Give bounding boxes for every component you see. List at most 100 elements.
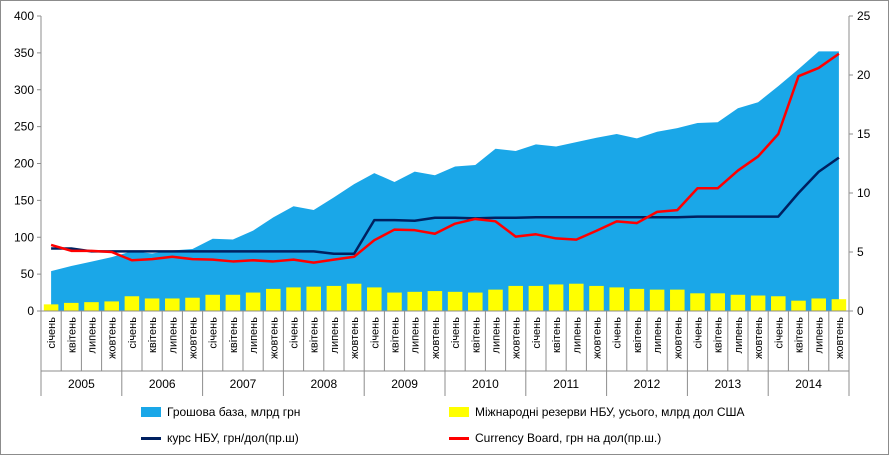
year-label: 2011 [553, 377, 579, 391]
bar-reserves [387, 293, 402, 311]
bar-reserves [407, 292, 422, 311]
bar-reserves [811, 298, 826, 311]
quarter-label: жовтень [268, 317, 280, 359]
quarter-label: жовтень [430, 317, 442, 359]
quarter-label: січень [773, 317, 785, 349]
quarter-label: квітень [632, 317, 644, 353]
bar-reserves [731, 295, 746, 311]
quarter-label: січень [127, 317, 139, 349]
bar-reserves [185, 298, 200, 311]
legend-label-currency-board: Currency Board, грн на дол(пр.ш.) [475, 431, 661, 445]
legend-swatch-money-base [141, 407, 161, 417]
quarter-label: липень [410, 317, 422, 354]
quarter-label: липень [248, 317, 260, 354]
legend-label-money-base: Грошова база, млрд грн [167, 405, 300, 419]
bar-reserves [771, 296, 786, 311]
y-left-tick-label: 0 [27, 304, 34, 318]
quarter-label: липень [571, 317, 583, 354]
quarter-label: квітень [66, 317, 78, 353]
bar-reserves [751, 296, 766, 311]
bar-reserves [165, 298, 180, 311]
quarter-label: січень [369, 317, 381, 349]
bar-reserves [286, 287, 301, 311]
quarter-label: квітень [228, 317, 240, 353]
quarter-label: липень [167, 317, 179, 354]
quarter-label: січень [612, 317, 624, 349]
quarter-label: квітень [713, 317, 725, 353]
quarter-label: квітень [309, 317, 321, 353]
quarter-label: січень [531, 317, 543, 349]
quarter-label: липень [814, 317, 826, 354]
y-left-tick-label: 100 [14, 230, 34, 244]
y-left-tick-label: 50 [21, 267, 35, 281]
year-label: 2012 [634, 377, 661, 391]
year-label: 2008 [310, 377, 337, 391]
year-label: 2009 [391, 377, 418, 391]
y-left-tick-label: 300 [14, 83, 34, 97]
bar-reserves [84, 302, 99, 311]
y-right-tick-label: 20 [857, 68, 871, 82]
quarter-label: квітень [470, 317, 482, 353]
bar-reserves [64, 303, 79, 311]
y-right-tick-label: 15 [857, 127, 871, 141]
bar-reserves [650, 290, 665, 311]
quarter-label: жовтень [753, 317, 765, 359]
y-right-tick-label: 5 [857, 245, 864, 259]
legend-swatch-nbu-rate [141, 437, 161, 440]
legend-item-currency-board: Currency Board, грн на дол(пр.ш.) [449, 431, 661, 445]
bar-reserves [246, 293, 261, 311]
bar-reserves [125, 296, 140, 311]
bar-reserves [226, 295, 241, 311]
quarter-label: жовтень [188, 317, 200, 359]
legend-item-nbu-rate: курс НБУ, грн/дол(пр.ш) [141, 431, 299, 445]
quarter-label: липень [733, 317, 745, 354]
y-right-tick-label: 0 [857, 304, 864, 318]
quarter-label: січень [693, 317, 705, 349]
quarter-label: січень [450, 317, 462, 349]
year-label: 2006 [149, 377, 176, 391]
area-money-base [51, 51, 839, 311]
y-left-tick-label: 400 [14, 9, 34, 23]
bar-reserves [508, 286, 523, 311]
year-label: 2007 [230, 377, 257, 391]
legend-label-nbu-rate: курс НБУ, грн/дол(пр.ш) [167, 431, 299, 445]
bar-reserves [327, 286, 342, 311]
year-label: 2005 [68, 377, 95, 391]
bar-reserves [448, 292, 463, 311]
bar-reserves [609, 287, 624, 311]
bar-reserves [205, 295, 220, 311]
bar-reserves [832, 299, 847, 311]
y-left-tick-label: 350 [14, 46, 34, 60]
quarter-label: січень [46, 317, 58, 349]
bar-reserves [428, 291, 443, 311]
bar-reserves [266, 289, 281, 311]
quarter-label: жовтень [107, 317, 119, 359]
bar-reserves [44, 304, 59, 311]
bar-reserves [630, 289, 645, 311]
legend-item-money-base: Грошова база, млрд грн [141, 405, 300, 419]
y-left-tick-label: 150 [14, 193, 34, 207]
bar-reserves [145, 298, 160, 311]
quarter-label: квітень [551, 317, 563, 353]
quarter-label: липень [491, 317, 503, 354]
bar-reserves [710, 293, 725, 311]
legend-label-reserves: Міжнародні резерви НБУ, усього, млрд дол… [475, 405, 745, 419]
bar-reserves [468, 293, 483, 311]
y-left-tick-label: 250 [14, 120, 34, 134]
bar-reserves [367, 287, 382, 311]
bar-reserves [569, 284, 584, 311]
area-layer [51, 51, 839, 311]
legend-swatch-currency-board [449, 437, 469, 440]
bar-reserves [791, 301, 806, 311]
bar-reserves [589, 286, 604, 311]
year-label: 2014 [795, 377, 822, 391]
quarter-label: жовтень [672, 317, 684, 359]
bar-reserves [306, 287, 321, 311]
quarter-label: квітень [390, 317, 402, 353]
year-label: 2013 [714, 377, 741, 391]
bar-reserves [104, 301, 119, 311]
bar-reserves [347, 284, 362, 311]
y-right-tick-label: 25 [857, 9, 871, 23]
